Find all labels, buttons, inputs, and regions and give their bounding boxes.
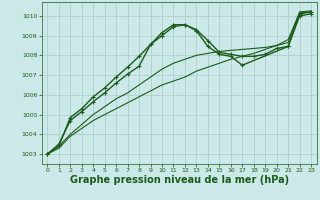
- X-axis label: Graphe pression niveau de la mer (hPa): Graphe pression niveau de la mer (hPa): [70, 175, 289, 185]
